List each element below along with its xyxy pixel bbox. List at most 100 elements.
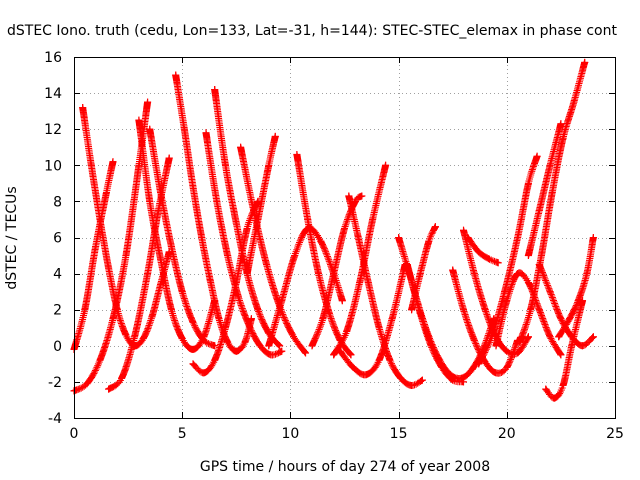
data-point bbox=[79, 104, 87, 112]
data-series bbox=[202, 129, 286, 359]
data-points bbox=[70, 58, 597, 402]
data-point bbox=[494, 259, 502, 267]
data-series bbox=[243, 132, 279, 278]
data-point bbox=[460, 306, 468, 314]
data-point bbox=[457, 374, 465, 382]
data-point bbox=[146, 197, 154, 205]
data-point bbox=[524, 333, 532, 341]
data-point bbox=[418, 376, 426, 384]
data-point bbox=[200, 369, 208, 377]
data-point bbox=[464, 234, 472, 241]
data-point bbox=[315, 270, 323, 278]
data-point bbox=[559, 382, 567, 390]
data-series bbox=[308, 192, 366, 350]
data-point bbox=[470, 270, 478, 278]
data-point bbox=[118, 374, 126, 382]
data-point bbox=[109, 315, 117, 323]
data-point bbox=[568, 333, 576, 341]
data-point bbox=[527, 306, 535, 314]
data-point bbox=[167, 306, 175, 314]
data-point bbox=[589, 234, 597, 241]
y-tick-label: 14 bbox=[44, 86, 62, 102]
data-point bbox=[304, 224, 312, 232]
data-series bbox=[524, 120, 565, 260]
data-point bbox=[338, 297, 346, 305]
data-point bbox=[102, 188, 110, 196]
data-point bbox=[291, 252, 299, 260]
data-point bbox=[345, 192, 353, 200]
data-point bbox=[330, 270, 338, 278]
data-point bbox=[157, 255, 165, 263]
data-point bbox=[557, 120, 565, 128]
data-point bbox=[245, 322, 253, 330]
y-tick-label: 4 bbox=[53, 267, 62, 283]
data-point bbox=[468, 365, 476, 373]
data-point bbox=[92, 243, 100, 251]
data-point bbox=[232, 219, 240, 227]
data-point bbox=[425, 237, 433, 245]
data-point bbox=[583, 270, 591, 278]
data-point bbox=[178, 335, 186, 343]
data-point bbox=[254, 215, 262, 223]
data-point bbox=[546, 161, 554, 169]
data-point bbox=[211, 356, 219, 364]
data-point bbox=[336, 347, 344, 355]
data-point bbox=[408, 382, 416, 390]
data-point bbox=[87, 161, 95, 169]
data-point bbox=[271, 132, 279, 140]
data-point bbox=[447, 371, 455, 379]
data-series bbox=[146, 125, 219, 350]
data-point bbox=[460, 226, 468, 234]
data-point bbox=[317, 237, 325, 245]
x-tick-label: 20 bbox=[498, 426, 516, 442]
data-point bbox=[488, 333, 496, 341]
data-point bbox=[83, 380, 91, 388]
data-point bbox=[524, 252, 532, 260]
y-tick-label: -4 bbox=[48, 411, 62, 427]
data-point bbox=[579, 342, 587, 350]
data-point bbox=[375, 324, 383, 332]
data-series bbox=[105, 154, 173, 393]
data-series bbox=[172, 71, 255, 355]
data-point bbox=[524, 179, 532, 187]
data-point bbox=[289, 331, 297, 339]
data-point bbox=[122, 331, 130, 339]
data-point bbox=[265, 161, 273, 169]
data-point bbox=[514, 270, 522, 278]
data-point bbox=[135, 161, 143, 169]
data-point bbox=[265, 342, 273, 350]
data-series bbox=[542, 297, 587, 402]
data-point bbox=[470, 336, 478, 344]
data-point bbox=[157, 280, 165, 288]
data-point bbox=[206, 277, 214, 285]
x-tick-label: 0 bbox=[70, 426, 79, 442]
data-point bbox=[550, 394, 558, 402]
data-point bbox=[369, 215, 377, 223]
data-point bbox=[533, 152, 541, 160]
data-point bbox=[224, 338, 232, 346]
data-point bbox=[81, 306, 89, 314]
data-point bbox=[341, 224, 348, 232]
data-point bbox=[542, 385, 550, 393]
data-point bbox=[131, 333, 139, 341]
data-series bbox=[475, 152, 541, 368]
data-series bbox=[408, 223, 439, 314]
data-point bbox=[436, 356, 444, 364]
data-point bbox=[139, 335, 147, 343]
data-point bbox=[189, 360, 197, 368]
data-series bbox=[330, 161, 390, 359]
data-point bbox=[232, 347, 240, 355]
data-point bbox=[343, 327, 351, 335]
data-point bbox=[555, 333, 563, 341]
data-point bbox=[503, 297, 511, 305]
data-point bbox=[395, 234, 403, 241]
x-tick-label: 10 bbox=[281, 426, 299, 442]
data-point bbox=[566, 315, 574, 323]
data-point bbox=[211, 85, 219, 93]
x-tick-label: 5 bbox=[178, 426, 187, 442]
data-point bbox=[276, 342, 284, 350]
data-series bbox=[345, 192, 426, 390]
tick-labels: 0 5 10 15 20 25 -4 -2 0 2 4 6 8 10 12 14 16 bbox=[44, 50, 624, 442]
data-point bbox=[408, 306, 416, 314]
x-axis-label: GPS time / hours of day 274 of year 2008 bbox=[200, 459, 490, 475]
